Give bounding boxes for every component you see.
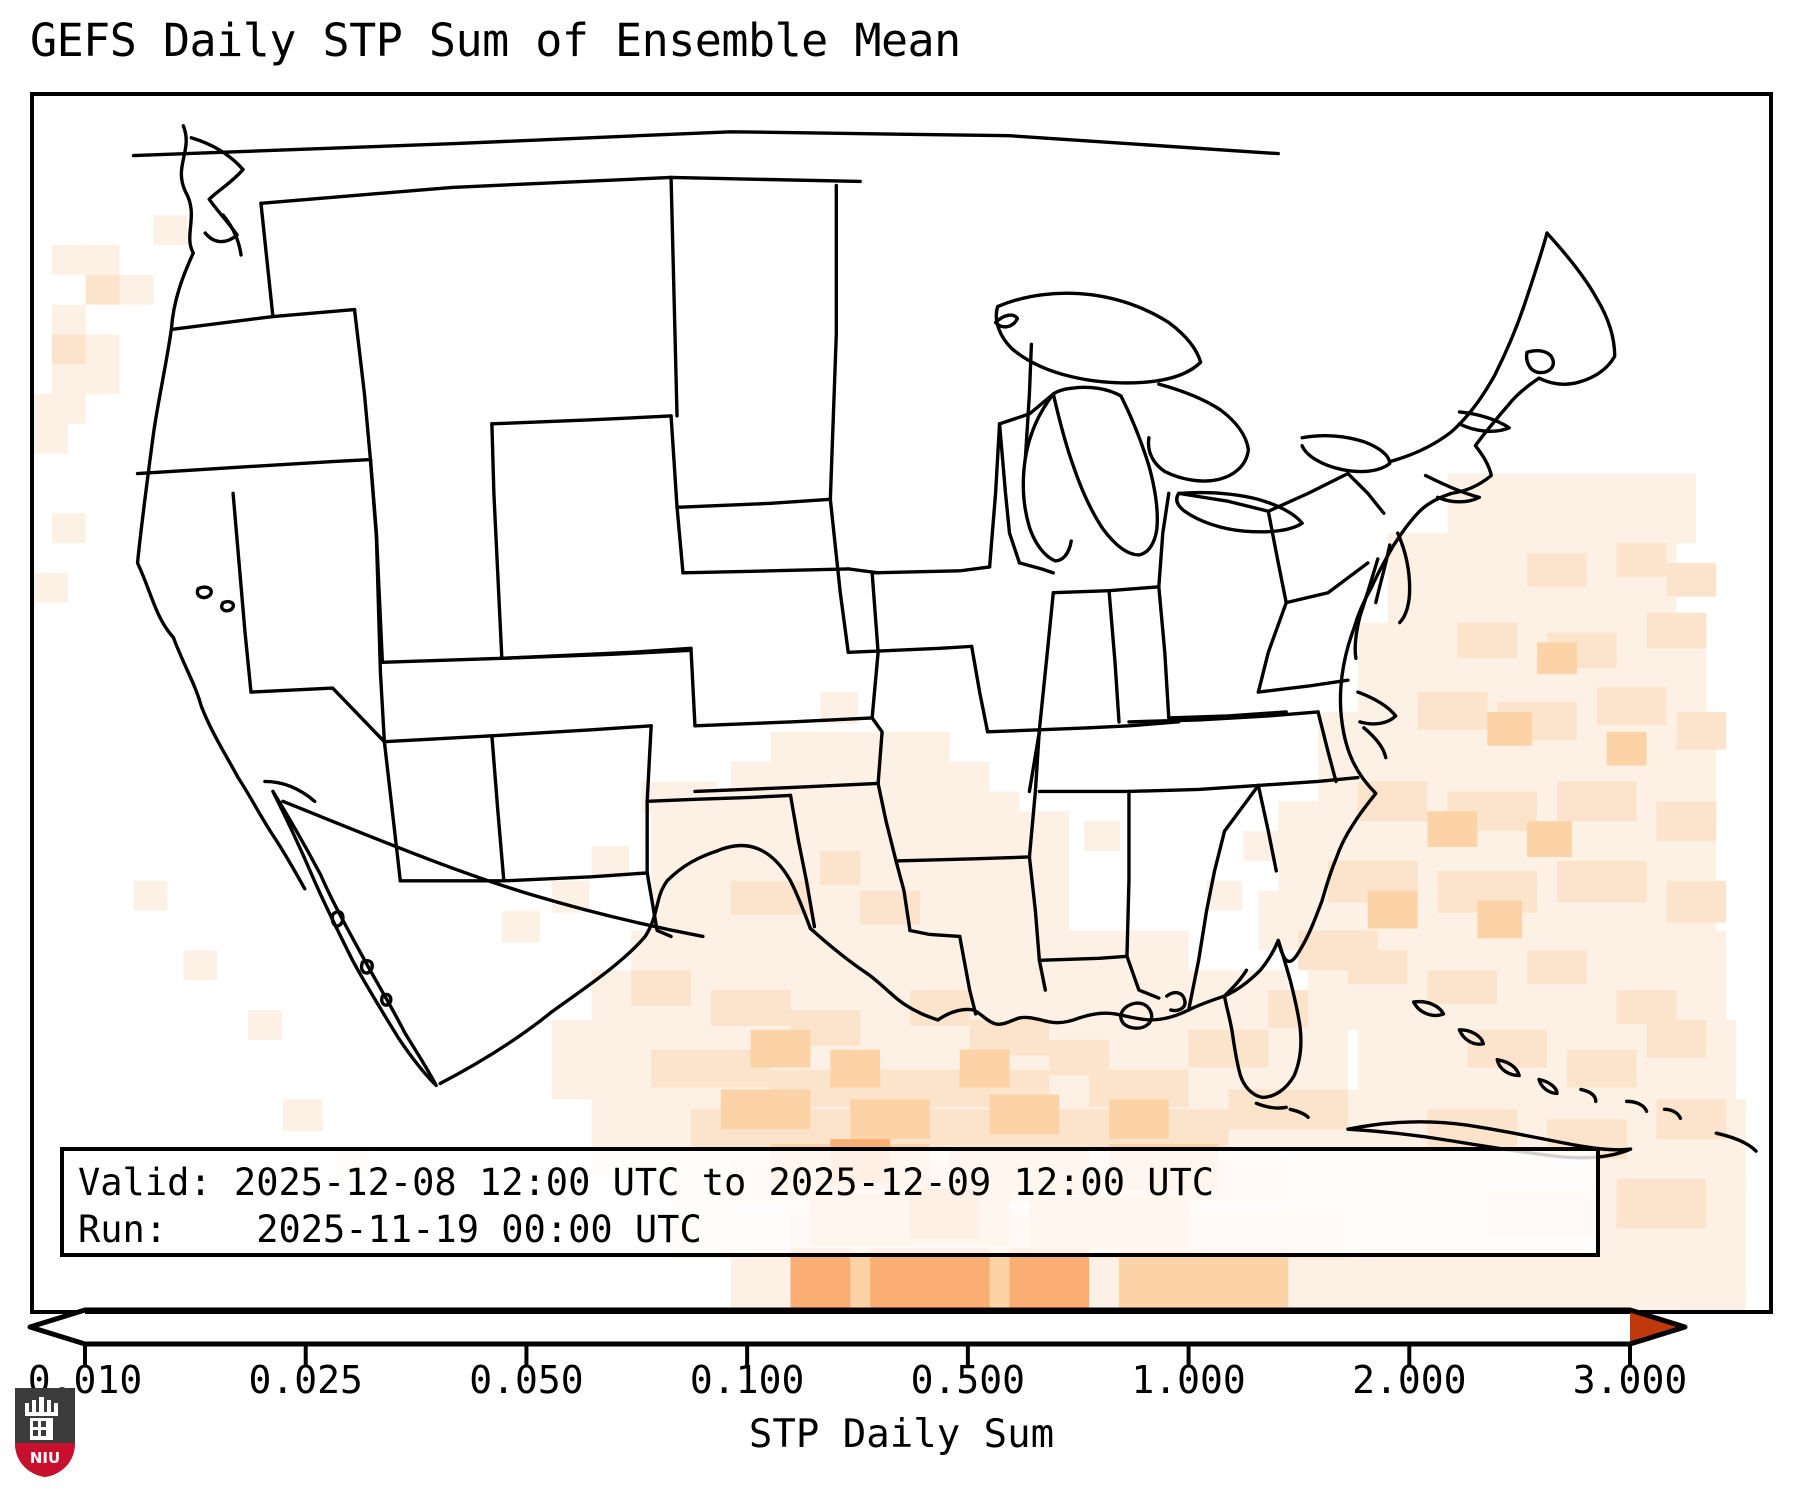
colorbar-tick-label-3: 0.100 bbox=[689, 1358, 805, 1402]
niu-logo: NIU bbox=[15, 1388, 75, 1477]
colorbar-tick-label-5: 1.000 bbox=[1131, 1358, 1246, 1402]
valid-line: Valid: 2025-12-08 12:00 UTC to 2025-12-0… bbox=[78, 1161, 1215, 1204]
colorbar-extend-arrows bbox=[30, 1310, 1685, 1344]
logo-shield-banner-bg bbox=[15, 1443, 75, 1477]
colorbar-under-arrow bbox=[30, 1310, 85, 1344]
colorbar-axis-label: STP Daily Sum bbox=[748, 1412, 1055, 1457]
logo-castle-windows bbox=[33, 1421, 46, 1436]
valid-run-info-box: Valid: 2025-12-08 12:00 UTC to 2025-12-0… bbox=[60, 1147, 1600, 1257]
colorbar-outline bbox=[27, 1307, 1688, 1347]
colorbar-tick-label-6: 2.000 bbox=[1352, 1358, 1467, 1402]
page-title: GEFS Daily STP Sum of Ensemble Mean bbox=[30, 14, 961, 67]
colorbar-tick-label-7: 3.000 bbox=[1572, 1358, 1688, 1402]
colorbar-over-arrow bbox=[1630, 1310, 1685, 1344]
colorbar-tick-labels: 0.010 0.025 0.050 0.100 0.500 1.000 2.000 3.000 bbox=[0, 1358, 1803, 1406]
colorbar-svg[interactable] bbox=[0, 1300, 1803, 1370]
map-panel bbox=[30, 92, 1773, 1314]
colorbar-ticks bbox=[83, 1344, 1632, 1366]
run-line: Run: 2025-11-19 00:00 UTC bbox=[78, 1208, 702, 1251]
geography-layer bbox=[131, 124, 1758, 1160]
colorbar-tick-label-4: 0.500 bbox=[910, 1358, 1026, 1402]
colorbar-tick-label-2: 0.050 bbox=[469, 1358, 584, 1402]
logo-banner-text: NIU bbox=[30, 1449, 60, 1467]
colorbar[interactable] bbox=[0, 1300, 1803, 1370]
colorbar-tick-label-1: 0.025 bbox=[248, 1358, 363, 1402]
